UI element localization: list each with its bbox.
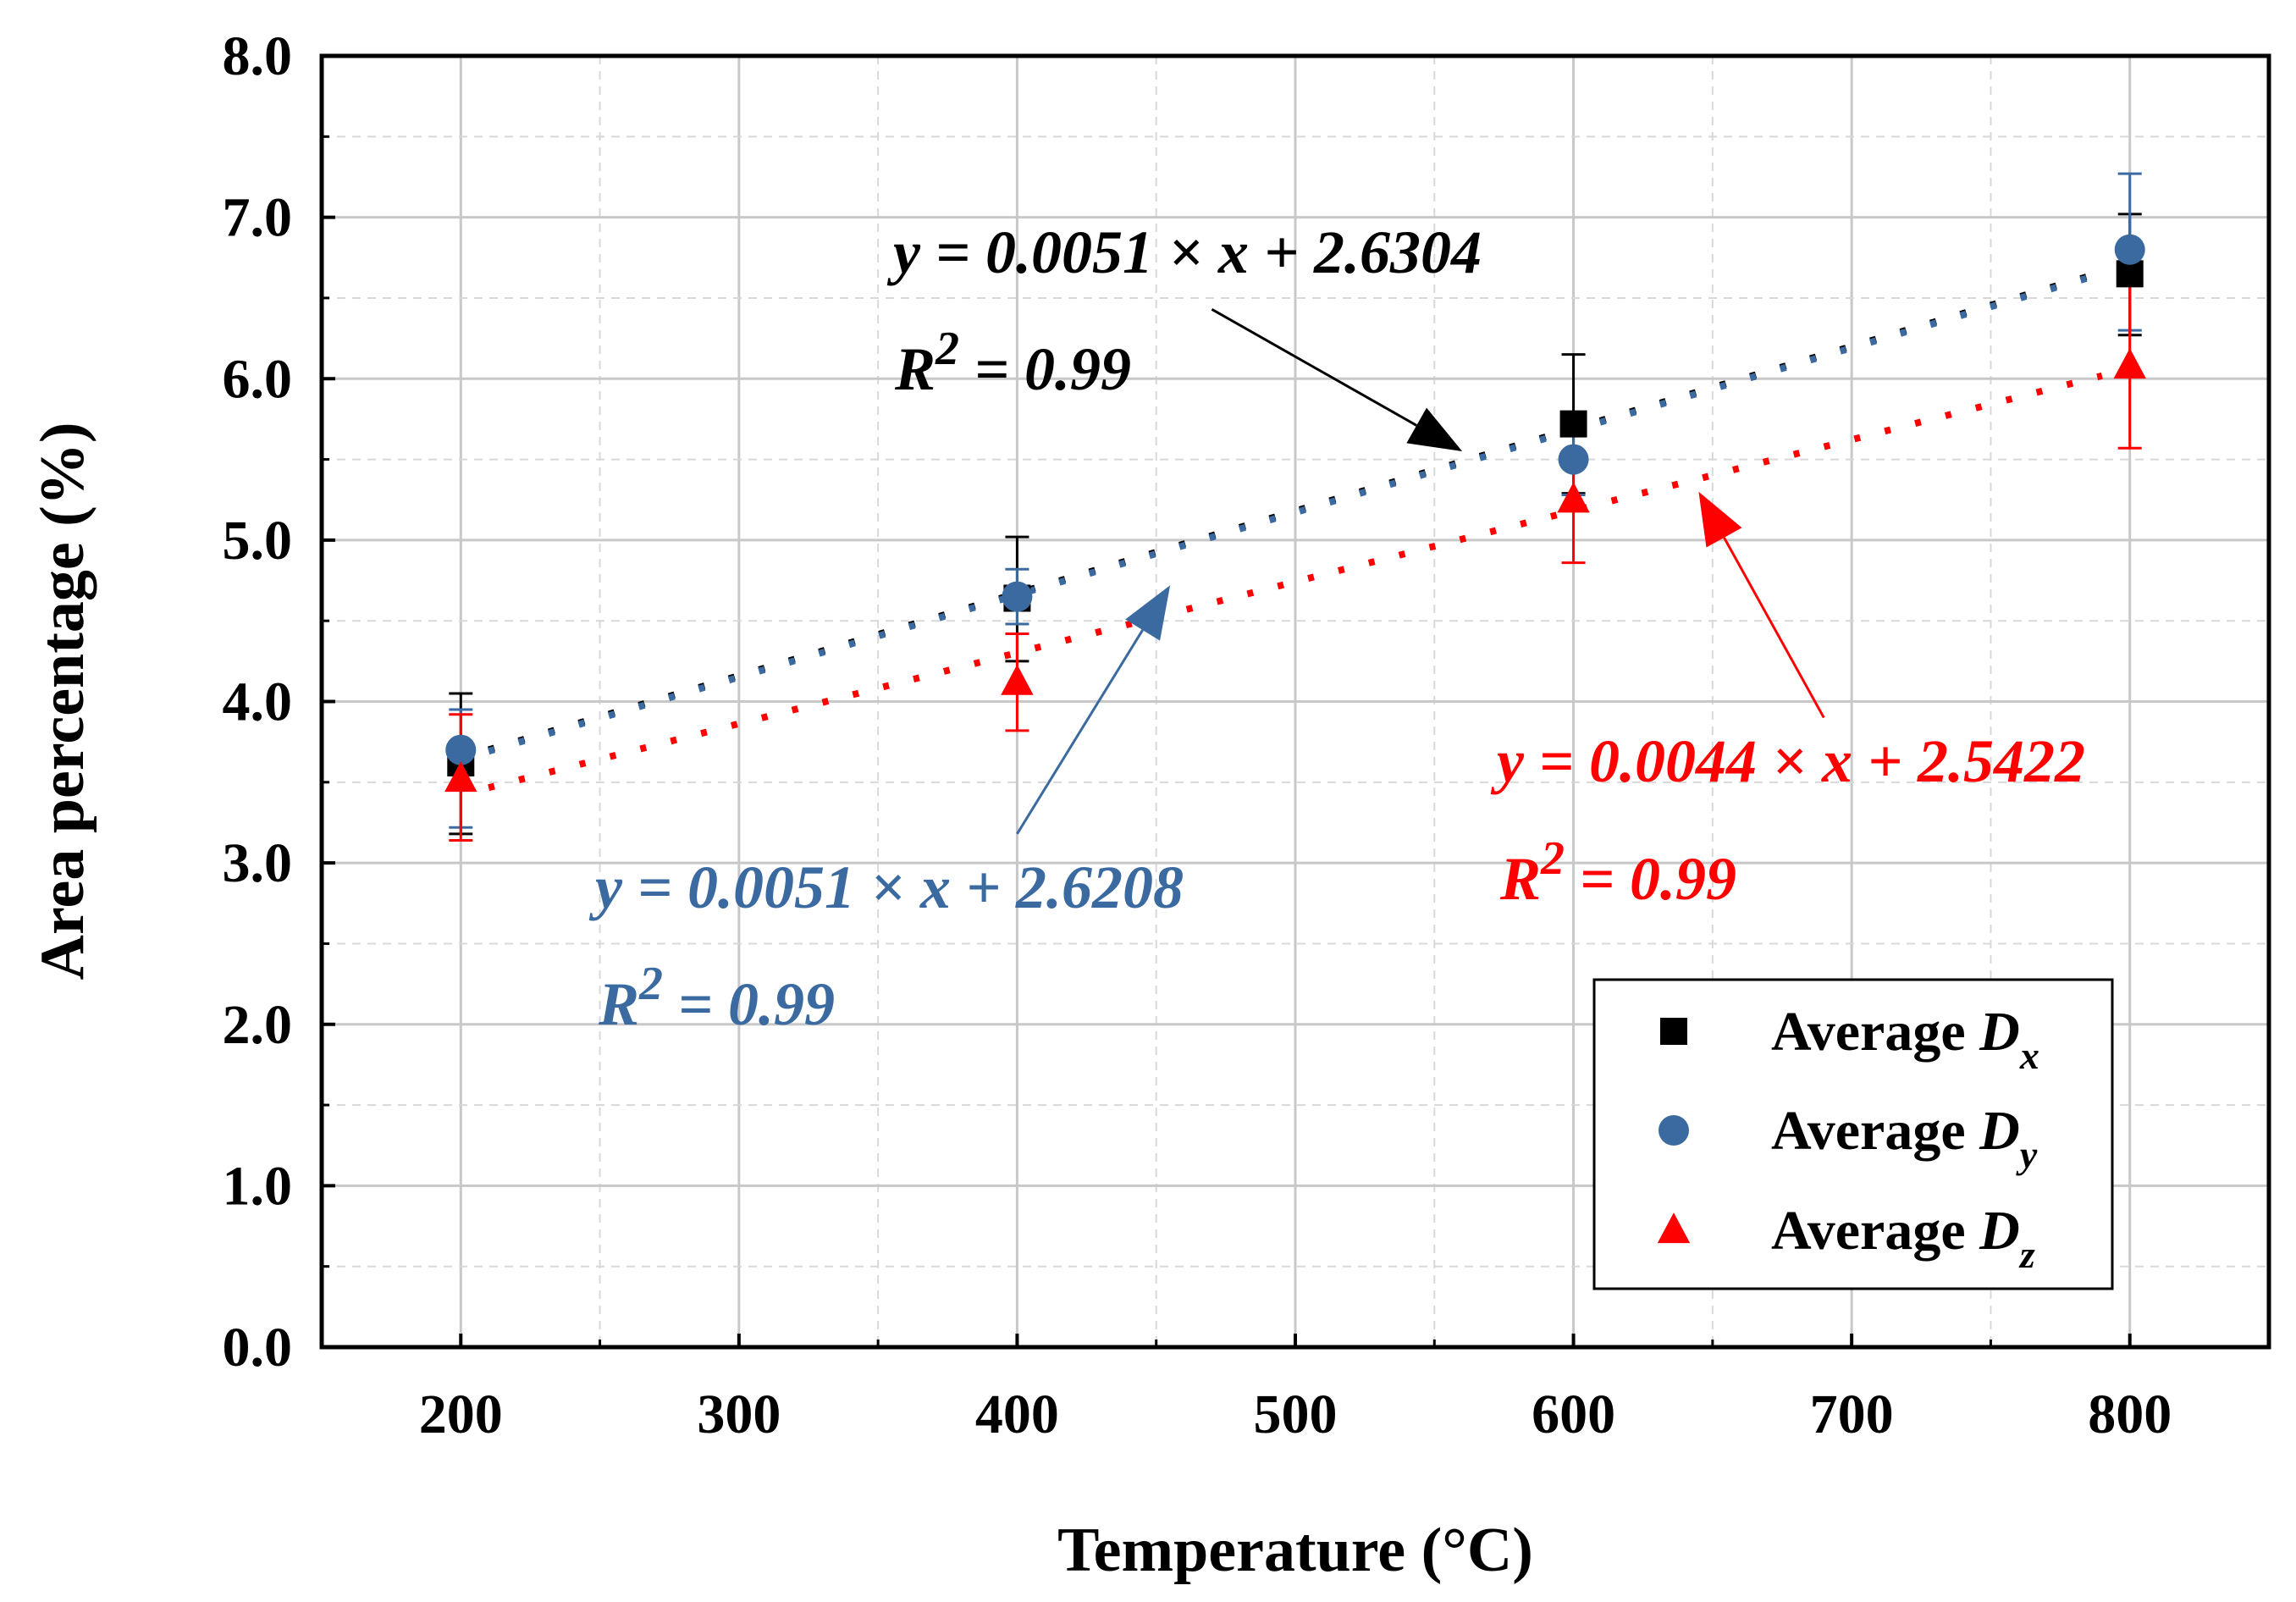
fit-equation: y = 0.0051 × x + 2.6208 [588,853,1184,921]
x-tick-label: 300 [697,1384,781,1445]
y-tick-label: 4.0 [223,671,293,733]
y-tick-label: 6.0 [223,348,293,410]
data-point-triangle [444,761,477,793]
x-tick-label: 500 [1254,1384,1338,1445]
y-tick-label: 7.0 [223,187,293,249]
x-tick-label: 800 [2088,1384,2172,1445]
x-tick-label: 400 [975,1384,1059,1445]
y-tick-label: 1.0 [223,1155,293,1217]
legend-entry-label: Average Dx [1771,1001,2039,1077]
axis-ticks [322,54,2132,1349]
data-point-triangle [1001,664,1034,695]
data-markers [444,234,2146,793]
annotation-arrow [1723,537,1825,719]
data-point-circle [1558,444,1589,475]
y-tick-label: 8.0 [223,25,293,87]
tick-labels: 200 300 400 500 600 700 800 0.0 1.0 2.0 3.0 4.0 5.0 6… [223,25,2172,1445]
annotations: y = 0.0051 × x + 2.6304 R2 = 0.99 y = 0.00… [588,218,2085,1038]
data-point-triangle [2113,348,2146,379]
y-tick-label: 3.0 [223,832,293,894]
fit-equation: y = 0.0044 × x + 2.5422 [1490,727,2085,795]
data-point-circle [2114,234,2145,265]
legend-entry-label: Average Dz [1771,1200,2035,1276]
annotation-arrowhead [1698,491,1742,548]
legend-marker-circle [1659,1115,1689,1146]
x-axis-title: Temperature (°C) [1057,1516,1533,1585]
r-squared-label: R2 = 0.99 [598,958,835,1038]
annotation-arrowhead [1125,585,1171,641]
annotation-arrowhead [1406,407,1463,452]
x-tick-label: 200 [419,1384,503,1445]
y-tick-label: 2.0 [223,994,293,1056]
r-squared-label: R2 = 0.99 [894,323,1131,403]
x-tick-label: 600 [1532,1384,1615,1445]
legend: Average Dx Average Dy Average Dz [1592,978,2114,1290]
annotation-arrow [1016,629,1144,835]
legend-marker-triangle [1657,1213,1691,1244]
data-point-square [1559,410,1587,438]
data-point-circle [1002,581,1033,612]
x-tick-label: 700 [1810,1384,1894,1445]
legend-entry-label: Average Dy [1771,1100,2038,1176]
fit-equation: y = 0.0051 × x + 2.6304 [886,218,1482,286]
y-tick-label: 5.0 [223,510,293,572]
y-tick-label: 0.0 [223,1317,293,1378]
data-point-circle [445,734,477,765]
legend-marker-square [1660,1018,1687,1045]
y-axis-title: Area percentage (%) [28,423,97,981]
data-point-triangle [1557,482,1590,513]
annotation-arrow [1211,307,1417,427]
r-squared-label: R2 = 0.99 [1499,832,1736,913]
